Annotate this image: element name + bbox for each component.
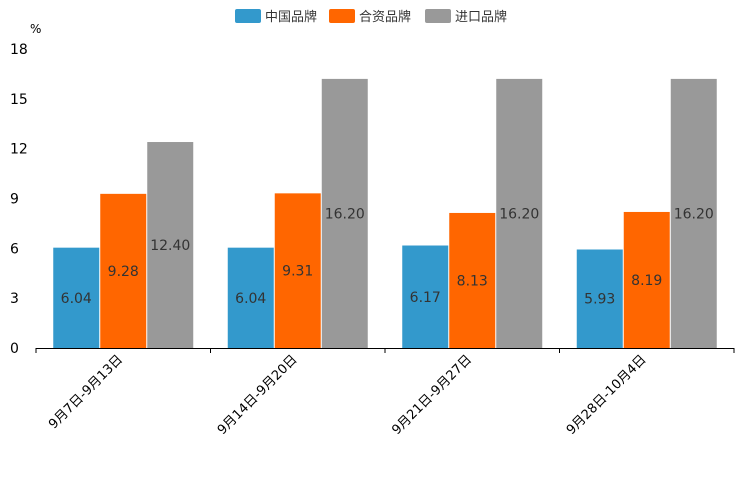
- y-tick-label: 6: [10, 241, 19, 257]
- data-label: 16.20: [499, 206, 539, 222]
- data-label: 16.20: [325, 206, 365, 222]
- x-tick-label: 9月28日-10月4日: [564, 352, 650, 438]
- bar[interactable]: [100, 193, 147, 348]
- legend-label: 合资品牌: [359, 9, 411, 25]
- data-label: 9.31: [282, 264, 313, 280]
- x-tick-label: 9月21日-9月27日: [389, 352, 475, 438]
- legend-item[interactable]: 中国品牌: [235, 9, 317, 25]
- x-tick-label: 9月7日-9月13日: [46, 352, 126, 432]
- legend: 中国品牌 合资品牌 进口品牌: [235, 9, 507, 25]
- x-axis: 9月7日-9月13日 9月14日-9月20日 9月21日-9月27日 9月28日-10…: [35, 348, 735, 438]
- bar[interactable]: [623, 211, 670, 348]
- data-label: 6.17: [410, 290, 441, 306]
- legend-swatch: [425, 9, 451, 23]
- y-tick-label: 0: [10, 341, 19, 357]
- bar[interactable]: [496, 78, 543, 349]
- bar[interactable]: [670, 78, 717, 349]
- legend-label: 中国品牌: [265, 9, 317, 25]
- bar[interactable]: [402, 245, 449, 348]
- y-axis: 0 3 6 9 12 15 18: [10, 42, 28, 357]
- legend-item[interactable]: 进口品牌: [425, 9, 507, 25]
- bar[interactable]: [147, 142, 194, 348]
- bar[interactable]: [227, 247, 274, 348]
- y-tick-label: 9: [10, 192, 19, 208]
- data-label: 6.04: [235, 291, 266, 307]
- data-label: 8.13: [457, 273, 488, 289]
- data-label: 6.04: [61, 291, 92, 307]
- bar[interactable]: [576, 249, 623, 348]
- bar[interactable]: [321, 78, 368, 349]
- legend-item[interactable]: 合资品牌: [329, 9, 411, 25]
- legend-swatch: [235, 9, 261, 23]
- x-tick-label: 9月14日-9月20日: [215, 352, 301, 438]
- data-label: 9.28: [108, 264, 139, 280]
- bar[interactable]: [449, 212, 496, 348]
- y-tick-label: 18: [10, 42, 28, 58]
- bar[interactable]: [53, 247, 100, 348]
- bars: 6.04 9.28 12.40 6.04 9.31 16.20 6.17 8.13 16.20 5…: [53, 78, 717, 349]
- data-label: 8.19: [631, 273, 662, 289]
- data-label: 16.20: [674, 206, 714, 222]
- y-tick-label: 15: [10, 92, 28, 108]
- y-tick-label: 12: [10, 142, 28, 158]
- data-label: 12.40: [150, 238, 190, 254]
- legend-label: 进口品牌: [455, 9, 507, 25]
- data-label: 5.93: [584, 292, 615, 308]
- bar[interactable]: [274, 193, 321, 348]
- legend-swatch: [329, 9, 355, 23]
- y-tick-label: 3: [10, 291, 19, 307]
- y-axis-unit-label: %: [30, 22, 41, 36]
